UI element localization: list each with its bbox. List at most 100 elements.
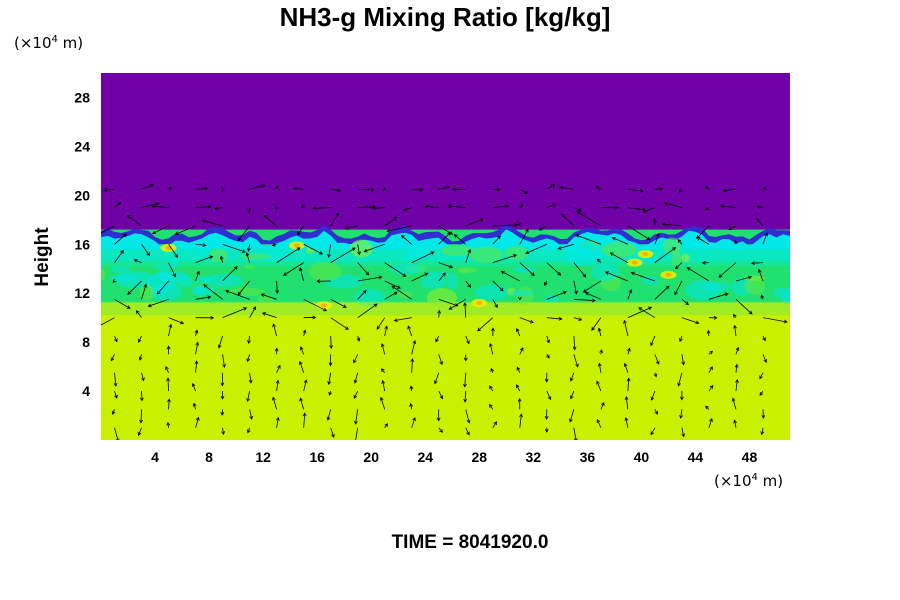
- wind-vector: [382, 380, 386, 392]
- time-label: TIME = 8041920.0: [391, 532, 549, 553]
- wind-vector: [328, 244, 332, 258]
- wind-vector: [384, 280, 401, 289]
- wind-vector: [138, 427, 142, 436]
- wind-vector: [623, 320, 629, 337]
- wind-vector: [152, 225, 169, 234]
- wind-vector: [247, 390, 250, 402]
- wind-vector: [110, 354, 115, 361]
- wind-vector-head: [627, 347, 631, 352]
- wind-vector-head: [370, 188, 375, 192]
- mixing-patch: [681, 253, 690, 263]
- wind-vector-head: [112, 278, 117, 283]
- wind-vector: [141, 203, 159, 208]
- wind-vector-head: [299, 397, 303, 402]
- wind-vector-head: [449, 264, 454, 269]
- wind-vector: [438, 272, 446, 282]
- wind-vector: [525, 243, 547, 254]
- y-unit-exponent: 4: [51, 34, 58, 45]
- wind-vector: [519, 229, 529, 245]
- y-unit-tail: m): [57, 34, 84, 52]
- wind-vector-head: [760, 294, 765, 299]
- wind-vector: [492, 188, 501, 191]
- wind-vector: [384, 217, 398, 227]
- wind-vector-head: [221, 431, 226, 436]
- wind-vector: [353, 354, 359, 363]
- wind-vector-head: [686, 267, 691, 271]
- wind-vector: [192, 383, 196, 392]
- mixing-patch: [458, 267, 478, 273]
- wind-vector-head: [490, 367, 494, 372]
- wind-vector-head: [246, 358, 251, 363]
- wind-vector: [195, 296, 211, 300]
- wind-vector: [168, 317, 184, 324]
- wind-vector-head: [316, 279, 321, 284]
- wind-vector: [262, 312, 277, 319]
- wind-vector-head: [709, 350, 714, 355]
- wind-vector-head: [517, 296, 522, 301]
- wind-vector: [300, 346, 305, 355]
- wind-vector: [735, 379, 738, 392]
- wind-vector-head: [133, 258, 138, 263]
- wind-vector: [355, 427, 359, 440]
- wind-vector: [438, 232, 451, 245]
- wind-vector-head: [453, 234, 458, 238]
- wind-vector: [728, 225, 737, 230]
- wind-vector-head: [546, 339, 550, 344]
- wind-vector: [299, 267, 305, 282]
- wind-vector: [680, 409, 683, 419]
- wind-vector-head: [331, 433, 335, 438]
- x-unit-exponent: 4: [751, 472, 758, 483]
- wind-vector-head: [137, 338, 142, 343]
- wind-vector-head: [663, 201, 668, 206]
- wind-vector: [407, 326, 413, 337]
- wind-vector: [687, 267, 710, 282]
- wind-vector: [465, 249, 471, 263]
- mixing-patch: [510, 290, 534, 296]
- wind-vector-head: [402, 273, 407, 277]
- wind-vector-head: [381, 379, 386, 384]
- wind-vector-head: [681, 433, 686, 438]
- wind-vector-head: [237, 291, 242, 296]
- wind-vector: [546, 291, 567, 300]
- wind-vector-head: [592, 298, 596, 303]
- upper-layer: [101, 73, 790, 233]
- wind-vector: [708, 366, 713, 373]
- x-tick-label: 8: [205, 449, 213, 465]
- wind-vector-head: [393, 216, 398, 221]
- wind-vector-head: [546, 354, 550, 359]
- wind-vector: [114, 427, 119, 440]
- wind-vector-head: [166, 345, 171, 350]
- wind-vector: [662, 223, 682, 227]
- wind-vector: [707, 330, 710, 337]
- wind-vector: [139, 354, 142, 361]
- wind-vector-head: [329, 345, 334, 350]
- wind-vector-head: [137, 431, 142, 436]
- wind-vector: [380, 397, 386, 410]
- wind-vector: [357, 262, 370, 276]
- wind-vector-head: [569, 377, 574, 382]
- wind-vector: [612, 237, 629, 245]
- wind-vector-head: [126, 305, 131, 309]
- wind-vector: [561, 213, 575, 227]
- wind-vector: [577, 211, 602, 227]
- wind-vector: [376, 317, 386, 330]
- wind-vector: [681, 354, 685, 365]
- wind-vector-head: [402, 207, 407, 212]
- wind-vector-head: [596, 380, 600, 385]
- wind-vector-head: [110, 357, 115, 362]
- mixing-patch: [421, 275, 447, 289]
- wind-vector: [195, 206, 211, 208]
- wind-vector: [357, 276, 382, 282]
- wind-vector: [357, 303, 378, 318]
- wind-vector: [195, 256, 213, 263]
- wind-vector: [627, 225, 650, 240]
- wind-vector-head: [192, 402, 197, 407]
- wind-vector: [708, 293, 729, 300]
- wind-vector: [218, 335, 223, 349]
- wind-vector: [249, 372, 252, 383]
- wind-vector-head: [393, 318, 398, 323]
- wind-vector: [477, 317, 494, 332]
- wind-vector: [127, 214, 142, 227]
- wind-vector: [411, 251, 434, 263]
- wind-vector: [696, 225, 710, 239]
